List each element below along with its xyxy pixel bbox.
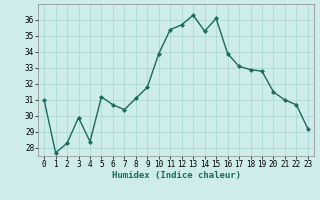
X-axis label: Humidex (Indice chaleur): Humidex (Indice chaleur) (111, 171, 241, 180)
